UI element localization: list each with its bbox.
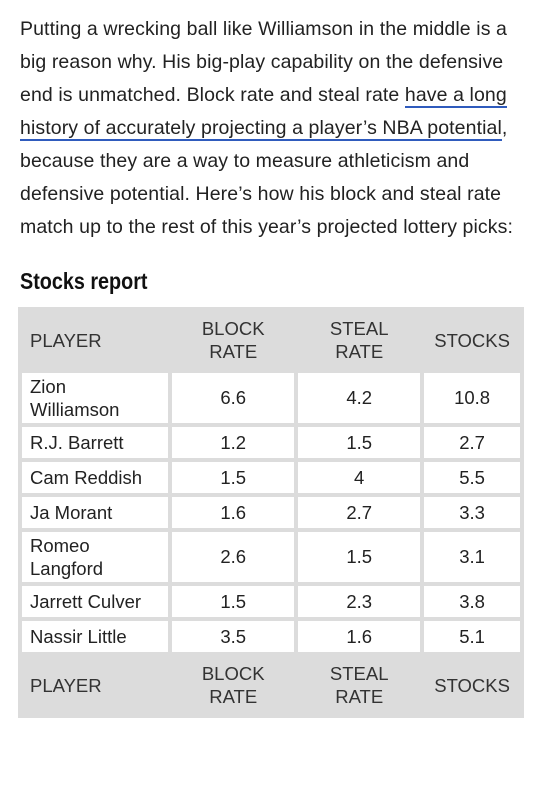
stocks-table: PLAYER BLOCK RATE STEAL RATE STOCKS Zion Wi… [18, 307, 524, 718]
table-row: R.J. Barrett 1.2 1.5 2.7 [22, 427, 520, 458]
article-paragraph: Putting a wrecking ball like Williamson … [20, 13, 524, 244]
stocks-cell: 2.7 [424, 427, 520, 458]
steal-rate-cell: 4.2 [298, 373, 421, 423]
footer-block-rate: BLOCK RATE [172, 656, 295, 714]
table-footer-row: PLAYER BLOCK RATE STEAL RATE STOCKS [22, 656, 520, 714]
table-row: Ja Morant 1.6 2.7 3.3 [22, 497, 520, 528]
block-rate-cell: 1.6 [172, 497, 295, 528]
block-rate-cell: 2.6 [172, 532, 295, 582]
table-title: Stocks report [20, 268, 148, 294]
article-body: Putting a wrecking ball like Williamson … [18, 13, 524, 718]
player-cell: Zion Williamson [22, 373, 169, 423]
steal-rate-cell: 1.5 [298, 427, 421, 458]
steal-rate-cell: 2.7 [298, 497, 421, 528]
header-block-rate: BLOCK RATE [172, 311, 295, 369]
table-header-row: PLAYER BLOCK RATE STEAL RATE STOCKS [22, 311, 520, 369]
block-rate-cell: 1.5 [172, 586, 295, 617]
stocks-cell: 3.3 [424, 497, 520, 528]
paragraph-text-start: Putting a wrecking ball like Williamson … [20, 18, 508, 106]
block-rate-cell: 3.5 [172, 621, 295, 652]
header-player: PLAYER [22, 311, 169, 369]
table-row: Romeo Langford 2.6 1.5 3.1 [22, 532, 520, 582]
footer-player: PLAYER [22, 656, 169, 714]
paragraph-text-end: , because they are a way to measure athl… [20, 117, 514, 238]
block-rate-cell: 6.6 [172, 373, 295, 423]
stocks-cell: 3.1 [424, 532, 520, 582]
stocks-cell: 3.8 [424, 586, 520, 617]
stocks-cell: 5.1 [424, 621, 520, 652]
table-row: Jarrett Culver 1.5 2.3 3.8 [22, 586, 520, 617]
table-row: Zion Williamson 6.6 4.2 10.8 [22, 373, 520, 423]
steal-rate-cell: 4 [298, 462, 421, 493]
player-cell: Jarrett Culver [22, 586, 169, 617]
steal-rate-cell: 1.6 [298, 621, 421, 652]
table-row: Cam Reddish 1.5 4 5.5 [22, 462, 520, 493]
footer-steal-rate: STEAL RATE [298, 656, 421, 714]
header-steal-rate: STEAL RATE [298, 311, 421, 369]
stocks-cell: 5.5 [424, 462, 520, 493]
nba-potential-link[interactable]: have a long history of accurately projec… [20, 84, 507, 141]
player-cell: Romeo Langford [22, 532, 169, 582]
player-cell: Cam Reddish [22, 462, 169, 493]
header-stocks: STOCKS [424, 311, 520, 369]
block-rate-cell: 1.5 [172, 462, 295, 493]
table-row: Nassir Little 3.5 1.6 5.1 [22, 621, 520, 652]
steal-rate-cell: 1.5 [298, 532, 421, 582]
player-cell: Nassir Little [22, 621, 169, 652]
player-cell: Ja Morant [22, 497, 169, 528]
player-cell: R.J. Barrett [22, 427, 169, 458]
block-rate-cell: 1.2 [172, 427, 295, 458]
stocks-cell: 10.8 [424, 373, 520, 423]
footer-stocks: STOCKS [424, 656, 520, 714]
steal-rate-cell: 2.3 [298, 586, 421, 617]
